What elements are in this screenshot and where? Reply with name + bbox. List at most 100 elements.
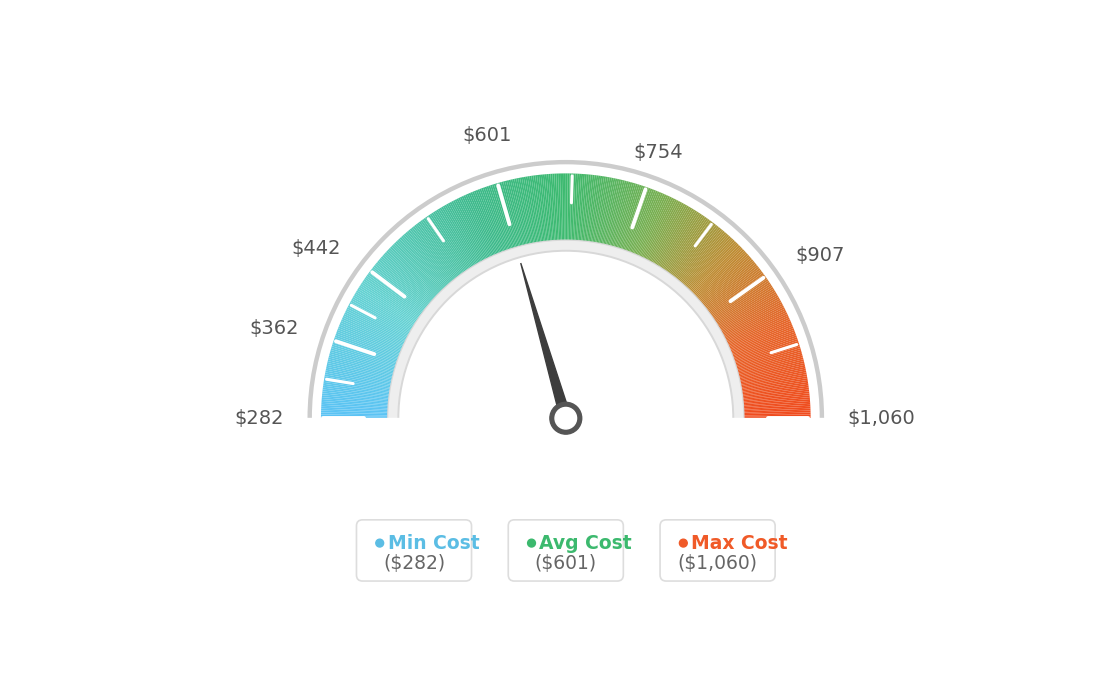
Wedge shape — [701, 276, 766, 322]
Wedge shape — [382, 255, 442, 308]
Wedge shape — [367, 275, 431, 322]
Wedge shape — [388, 239, 744, 418]
Wedge shape — [564, 173, 565, 252]
Wedge shape — [518, 178, 534, 255]
Wedge shape — [729, 366, 806, 384]
Wedge shape — [730, 374, 807, 390]
Wedge shape — [510, 179, 530, 256]
Wedge shape — [675, 233, 728, 293]
Circle shape — [679, 539, 687, 547]
Wedge shape — [577, 174, 585, 253]
Wedge shape — [410, 228, 460, 290]
Wedge shape — [715, 313, 787, 347]
Wedge shape — [618, 186, 645, 261]
Wedge shape — [429, 214, 475, 280]
Wedge shape — [671, 228, 722, 290]
Wedge shape — [732, 403, 810, 409]
Wedge shape — [360, 284, 426, 328]
Wedge shape — [432, 213, 476, 279]
Wedge shape — [330, 352, 405, 374]
FancyBboxPatch shape — [357, 520, 471, 581]
Wedge shape — [539, 175, 549, 253]
Wedge shape — [560, 173, 563, 252]
Wedge shape — [357, 288, 425, 331]
Wedge shape — [594, 177, 609, 255]
Wedge shape — [322, 389, 401, 400]
Wedge shape — [730, 373, 807, 388]
Wedge shape — [655, 212, 699, 278]
Wedge shape — [697, 266, 760, 316]
Wedge shape — [533, 175, 545, 253]
Wedge shape — [667, 224, 715, 286]
Wedge shape — [729, 365, 805, 383]
Wedge shape — [325, 374, 402, 390]
Wedge shape — [338, 328, 411, 358]
Wedge shape — [731, 382, 808, 395]
Wedge shape — [393, 244, 449, 301]
Wedge shape — [665, 221, 713, 285]
Wedge shape — [458, 197, 493, 268]
Wedge shape — [639, 198, 676, 269]
Wedge shape — [408, 230, 459, 290]
Wedge shape — [321, 397, 400, 405]
Wedge shape — [732, 401, 810, 408]
Wedge shape — [467, 193, 500, 266]
Wedge shape — [668, 225, 718, 288]
Wedge shape — [607, 181, 628, 257]
Wedge shape — [643, 201, 680, 271]
Wedge shape — [732, 406, 810, 412]
Wedge shape — [488, 186, 514, 260]
Wedge shape — [339, 324, 412, 356]
Wedge shape — [352, 297, 422, 337]
Wedge shape — [575, 174, 581, 252]
Wedge shape — [347, 307, 417, 344]
Wedge shape — [598, 178, 615, 255]
Wedge shape — [613, 183, 636, 259]
Wedge shape — [376, 262, 437, 313]
Wedge shape — [332, 342, 407, 368]
Wedge shape — [333, 339, 408, 366]
Wedge shape — [714, 309, 786, 345]
Wedge shape — [722, 333, 796, 362]
Wedge shape — [328, 357, 404, 378]
Wedge shape — [732, 395, 809, 404]
Text: $601: $601 — [463, 126, 512, 146]
Wedge shape — [485, 186, 512, 261]
Wedge shape — [698, 270, 762, 318]
Wedge shape — [567, 173, 570, 252]
Wedge shape — [661, 218, 708, 283]
Wedge shape — [344, 313, 416, 347]
Wedge shape — [692, 259, 753, 311]
Wedge shape — [570, 173, 573, 252]
Wedge shape — [726, 353, 803, 375]
Wedge shape — [693, 261, 754, 312]
Wedge shape — [732, 413, 810, 415]
Wedge shape — [363, 279, 428, 325]
Wedge shape — [664, 220, 711, 284]
Wedge shape — [700, 273, 764, 320]
Wedge shape — [677, 236, 731, 295]
Wedge shape — [325, 373, 402, 388]
Wedge shape — [723, 339, 798, 366]
Wedge shape — [716, 316, 789, 350]
Wedge shape — [541, 175, 550, 253]
Wedge shape — [556, 173, 561, 252]
Wedge shape — [422, 219, 469, 284]
Wedge shape — [604, 179, 623, 257]
Wedge shape — [362, 281, 428, 326]
Wedge shape — [326, 366, 403, 384]
Wedge shape — [378, 261, 438, 312]
Wedge shape — [716, 314, 788, 348]
Wedge shape — [712, 302, 782, 340]
Wedge shape — [652, 210, 696, 277]
Wedge shape — [732, 411, 810, 414]
Circle shape — [375, 539, 383, 547]
Text: $754: $754 — [634, 143, 683, 162]
Wedge shape — [732, 405, 810, 411]
Wedge shape — [335, 335, 410, 363]
Wedge shape — [710, 297, 779, 337]
Wedge shape — [308, 160, 824, 418]
Wedge shape — [681, 241, 736, 299]
Wedge shape — [687, 250, 745, 305]
Wedge shape — [456, 198, 492, 269]
